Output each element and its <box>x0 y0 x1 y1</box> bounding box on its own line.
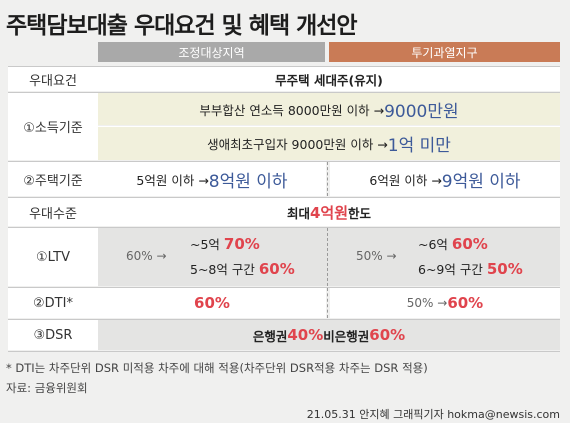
divider <box>8 227 560 228</box>
ltv-right-line1-highlight: 60% <box>451 235 488 253</box>
divider <box>8 319 560 320</box>
house-adjusted: 5억원 이하 → 8억원 이하 <box>98 162 326 196</box>
divider <box>8 161 560 162</box>
dsr-value: 은행권 40% 비은행권 60% <box>98 320 560 350</box>
income-line1-text: 부부합산 연소득 8000만원 이하 → <box>199 102 385 118</box>
label-benefit: 우대수준 <box>8 198 98 226</box>
dsr-highlight1: 40% <box>287 326 324 344</box>
divider <box>8 197 560 198</box>
house-left-text: 5억원 이하 → <box>136 172 209 188</box>
ltv-left-line2-highlight: 60% <box>258 260 295 278</box>
dsr-text2: 비은행권 <box>323 328 370 344</box>
requirement-value: 무주택 세대주(유지) <box>98 67 560 91</box>
ltv-left-from: 60% → <box>126 249 167 263</box>
label-income: ①소득기준 <box>8 93 98 160</box>
divider <box>8 92 560 93</box>
house-right-highlight: 9억원 이하 <box>441 171 521 192</box>
ltv-right-from: 50% → <box>356 249 397 263</box>
ltv-left-line1-text: ~5억 <box>190 237 224 252</box>
ltv-right-line2-text: 6~9억 구간 <box>418 262 487 277</box>
ltv-right-line1: ~6억 60% <box>418 232 523 257</box>
benefit-suffix: 한도 <box>348 205 372 221</box>
house-right-text: 6억원 이하 → <box>369 172 442 188</box>
house-left-highlight: 8억원 이하 <box>208 171 288 192</box>
ltv-left-lines: ~5억 70% 5~8억 구간 60% <box>190 232 295 282</box>
column-divider <box>327 288 328 318</box>
ltv-left-line1: ~5억 70% <box>190 232 295 257</box>
benefit-highlight: 4억원 <box>309 203 349 222</box>
column-divider <box>327 162 328 196</box>
dti-speculative: 50% → 60% <box>330 288 560 318</box>
divider <box>8 287 560 288</box>
column-divider <box>327 228 328 286</box>
label-requirement: 우대요건 <box>8 67 98 91</box>
dsr-text1: 은행권 <box>252 328 288 344</box>
divider <box>8 66 560 67</box>
income-line2-highlight: 1억 미만 <box>387 136 451 156</box>
footnote: * DTI는 차주단위 DSR 미적용 차주에 대해 적용(차주단위 DSR적용… <box>6 361 428 375</box>
label-dsr: ③DSR <box>8 320 98 350</box>
divider <box>8 351 560 352</box>
dti-right-highlight: 60% <box>447 294 484 312</box>
divider <box>98 126 560 127</box>
ltv-right-line2: 6~9억 구간 50% <box>418 257 523 282</box>
page-title: 주택담보대출 우대요건 및 혜택 개선안 <box>6 13 358 39</box>
dsr-highlight2: 60% <box>369 326 406 344</box>
ltv-left-line2: 5~8억 구간 60% <box>190 257 295 282</box>
ltv-left-line2-text: 5~8억 구간 <box>190 262 259 277</box>
credit-line: 21.05.31 안지혜 그래픽기자 hokma@newsis.com <box>306 408 560 421</box>
label-dti: ②DTI* <box>8 288 98 318</box>
income-line1-highlight: 9000만원 <box>384 101 459 122</box>
header-speculative-area: 투기과열지구 <box>329 42 560 62</box>
dti-left-highlight: 60% <box>194 294 230 312</box>
benefit-prefix: 최대 <box>286 205 310 221</box>
label-ltv: ①LTV <box>8 228 98 286</box>
income-line2-text: 생애최초구입자 9000만원 이하 → <box>207 137 388 152</box>
dti-right-text: 50% → <box>406 296 448 310</box>
header-adjusted-area: 조정대상지역 <box>98 42 325 62</box>
income-line1: 부부합산 연소득 8000만원 이하 → 9000만원 <box>98 93 560 125</box>
dti-adjusted: 60% <box>98 288 326 318</box>
source-note: 자료: 금융위원회 <box>6 381 88 395</box>
ltv-right-line1-text: ~6억 <box>418 237 452 252</box>
income-line2: 생애최초구입자 9000만원 이하 → 1억 미만 <box>98 127 560 160</box>
house-speculative: 6억원 이하 → 9억원 이하 <box>330 162 560 196</box>
benefit-value: 최대 4억원 한도 <box>98 198 560 226</box>
ltv-right-lines: ~6억 60% 6~9억 구간 50% <box>418 232 523 282</box>
ltv-background <box>98 228 560 286</box>
ltv-left-line1-highlight: 70% <box>223 235 260 253</box>
label-house: ②주택기준 <box>8 162 98 196</box>
ltv-right-line2-highlight: 50% <box>486 260 523 278</box>
